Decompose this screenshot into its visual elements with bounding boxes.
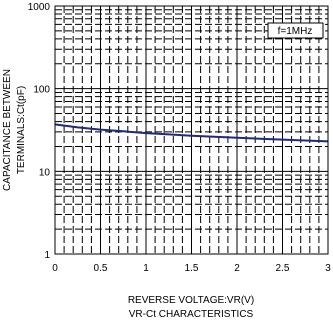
y-tick-label: 100 [33,85,50,96]
x-axis-label: REVERSE VOLTAGE:VR(V) [128,295,254,306]
x-tick-label: 1 [143,263,149,274]
annotation-box: f=1MHz [267,22,324,39]
tick-labels-layer: 0 0.5 1 1.5 2 2.5 3 1 10 100 1000 [28,2,331,274]
series-line [54,123,329,143]
y-axis-label-line-2: TERMINALS:Ct(pF) [16,86,27,174]
x-tick-label: 0 [52,263,58,274]
x-tick-label: 0.5 [94,263,108,274]
x-tick-label: 2 [234,263,240,274]
annotation-text: f=1MHz [278,26,313,37]
y-tick-label: 10 [39,167,51,178]
y-tick-label: 1 [44,250,50,261]
x-tick-label: 2.5 [276,263,290,274]
plot-frame [54,5,329,255]
annotation-box-frame [267,22,324,39]
series-layer [54,123,329,143]
grid-layer [54,5,329,255]
y-tick-label: 1000 [28,2,51,13]
x-tick-label: 3 [325,263,331,274]
chart-caption: VR-Ct CHARACTERISTICS [129,309,254,320]
y-axis-label-line-1: CAPACITANCE BETWEEN [2,69,13,191]
x-tick-label: 1.5 [185,263,199,274]
